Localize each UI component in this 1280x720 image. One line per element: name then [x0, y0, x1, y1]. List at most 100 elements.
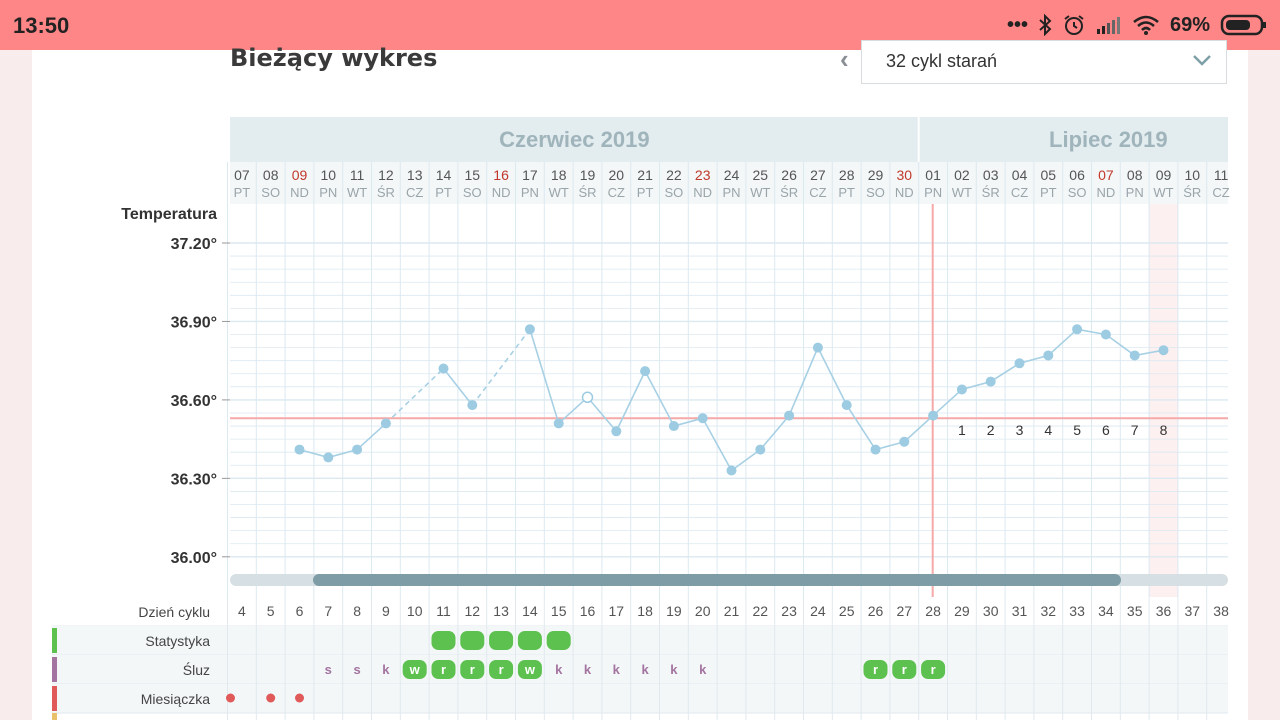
day-number: 13 — [407, 167, 423, 183]
cycle-day-number: 30 — [983, 603, 999, 619]
weekday-label: CZ — [1011, 185, 1028, 200]
temperature-point[interactable] — [755, 444, 766, 455]
day-number: 26 — [781, 167, 797, 183]
row-color-marker — [52, 713, 57, 720]
month-label: Czerwiec 2019 — [499, 127, 649, 152]
temperature-point[interactable] — [784, 410, 795, 421]
status-icons: ••• 69% — [1007, 10, 1268, 40]
cycle-day-number: 17 — [609, 603, 625, 619]
temperature-line — [788, 347, 819, 416]
row-color-marker — [52, 686, 57, 711]
cycle-day-number: 20 — [695, 603, 711, 619]
weekday-label: CZ — [809, 185, 826, 200]
day-number: 18 — [551, 167, 567, 183]
temperature-line — [1105, 333, 1136, 357]
day-number: 23 — [695, 167, 711, 183]
cycle-day-number: 8 — [353, 603, 361, 619]
cycle-day-number: 13 — [493, 603, 509, 619]
cycle-day-number: 33 — [1069, 603, 1085, 619]
day-number: 28 — [839, 167, 855, 183]
weekday-label: ŚR — [780, 185, 798, 200]
day-number: 10 — [321, 167, 337, 183]
temperature-point[interactable] — [956, 384, 967, 395]
sluz-marker-label: k — [555, 662, 563, 677]
cycle-day-number: 14 — [522, 603, 538, 619]
cycle-day-number: 28 — [925, 603, 941, 619]
temperature-line-dashed — [385, 367, 445, 425]
temperature-point[interactable] — [1100, 329, 1111, 340]
weekday-label: PN — [319, 185, 337, 200]
battery-icon — [1220, 14, 1266, 36]
cycle-day-number: 26 — [868, 603, 884, 619]
y-axis-title: Temperatura — [121, 206, 217, 223]
temperature-point[interactable] — [323, 452, 334, 463]
weekday-label: ND — [290, 185, 309, 200]
temperature-point[interactable] — [812, 342, 823, 353]
scrollbar-thumb[interactable] — [313, 574, 1121, 586]
temperature-point[interactable] — [467, 400, 478, 411]
weekday-label: PT — [435, 185, 452, 200]
temperature-point[interactable] — [697, 413, 708, 424]
temperature-point[interactable] — [611, 426, 622, 437]
temperature-point[interactable] — [1014, 358, 1025, 369]
cycle-day-number: 5 — [267, 603, 275, 619]
day-number: 03 — [983, 167, 999, 183]
cycle-day-number: 10 — [407, 603, 423, 619]
cycle-day-number: 9 — [382, 603, 390, 619]
status-time: 13:50 — [13, 13, 70, 38]
day-number: 08 — [263, 167, 279, 183]
temperature-line — [586, 396, 617, 432]
row-label: Śluz — [183, 661, 210, 678]
cycle-day-number: 31 — [1012, 603, 1028, 619]
row-label: Miesiączka — [141, 691, 210, 707]
temperature-point[interactable] — [524, 324, 535, 335]
post-ovulation-day-label: 6 — [1102, 422, 1110, 438]
temperature-point[interactable] — [1072, 324, 1083, 335]
day-number: 30 — [897, 167, 913, 183]
temperature-point[interactable] — [438, 363, 449, 374]
temperature-line — [817, 347, 848, 406]
cycle-day-number: 21 — [724, 603, 740, 619]
temperature-point[interactable] — [1129, 350, 1140, 361]
temperature-point[interactable] — [985, 376, 996, 387]
temperature-point[interactable] — [1158, 345, 1169, 356]
temperature-point[interactable] — [1043, 350, 1054, 361]
temperature-point[interactable] — [668, 421, 679, 432]
y-tick-label: 36.30° — [171, 471, 217, 488]
temperature-point[interactable] — [553, 418, 564, 429]
alarm-icon — [1064, 15, 1084, 35]
sluz-marker — [892, 660, 917, 679]
sluz-marker — [517, 660, 542, 679]
day-number: 29 — [868, 167, 884, 183]
more-dots-icon: ••• — [1006, 13, 1028, 36]
cycle-day-number: 34 — [1098, 603, 1114, 619]
post-ovulation-day-label: 2 — [987, 422, 995, 438]
day-number: 15 — [465, 167, 481, 183]
temperature-point[interactable] — [841, 400, 852, 411]
temperature-point[interactable] — [352, 444, 363, 455]
sluz-marker — [863, 660, 888, 679]
cycle-day-number: 7 — [324, 603, 332, 619]
day-number: 06 — [1069, 167, 1085, 183]
cycle-select[interactable]: 32 cykl starań — [861, 40, 1227, 84]
temperature-point[interactable] — [294, 444, 305, 455]
temperature-point[interactable] — [726, 465, 737, 476]
weekday-label: ND — [1097, 185, 1116, 200]
weekday-label: CZ — [1212, 185, 1229, 200]
temperature-point[interactable] — [928, 410, 939, 421]
day-number: 12 — [378, 167, 394, 183]
day-number: 09 — [292, 167, 308, 183]
temperature-line — [1047, 328, 1078, 357]
temperature-point[interactable] — [870, 444, 881, 455]
temperature-point[interactable] — [380, 418, 391, 429]
temperature-line — [356, 422, 387, 451]
weekday-label: SO — [1068, 185, 1087, 200]
day-number: 19 — [580, 167, 596, 183]
temperature-point[interactable] — [899, 436, 910, 447]
cycle-day-number: 18 — [637, 603, 653, 619]
temperature-point[interactable] — [640, 366, 651, 377]
temperature-point-open[interactable] — [581, 391, 594, 404]
prev-cycle-button[interactable]: ‹ — [840, 44, 849, 74]
statystyka-marker — [431, 631, 456, 650]
